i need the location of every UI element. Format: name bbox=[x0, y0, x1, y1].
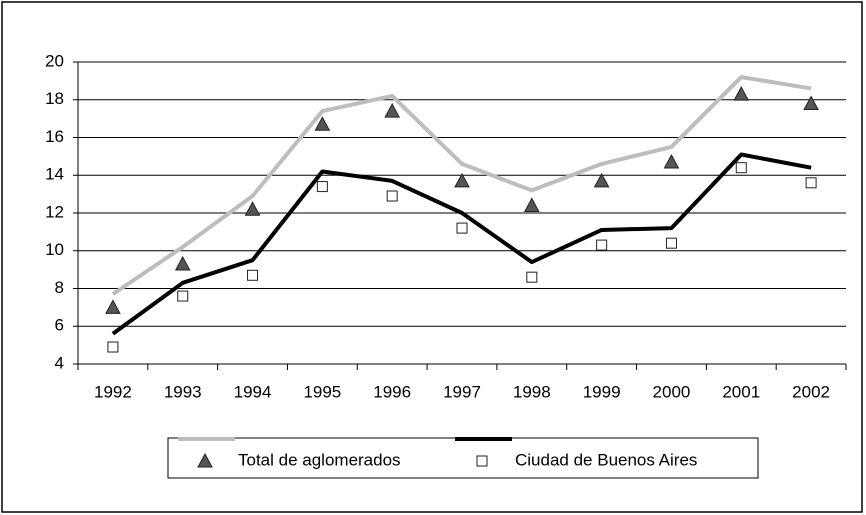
x-tick-label: 1992 bbox=[94, 382, 132, 401]
data-point bbox=[733, 86, 750, 101]
data-point bbox=[454, 172, 470, 188]
data-point bbox=[314, 116, 331, 131]
data-point bbox=[665, 237, 677, 249]
x-tick-label: 2001 bbox=[722, 382, 760, 401]
data-point bbox=[805, 177, 817, 189]
data-point bbox=[107, 341, 119, 353]
data-point bbox=[247, 269, 259, 281]
data-point bbox=[526, 271, 538, 283]
y-tick-label: 14 bbox=[45, 165, 64, 184]
y-tick-label: 4 bbox=[55, 353, 64, 372]
legend-box bbox=[167, 437, 759, 479]
legend-marker bbox=[476, 455, 488, 467]
legend-label: Total de aglomerados bbox=[238, 450, 401, 469]
data-point bbox=[105, 299, 121, 314]
data-point bbox=[316, 181, 328, 193]
data-point bbox=[177, 290, 189, 302]
y-tick-label: 20 bbox=[45, 51, 64, 70]
data-point bbox=[523, 197, 540, 212]
legend-label: Ciudad de Buenos Aires bbox=[515, 450, 697, 469]
data-point bbox=[593, 172, 610, 188]
x-tick-label: 1994 bbox=[234, 382, 272, 401]
x-tick-label: 1995 bbox=[303, 382, 341, 401]
x-tick-label: 1996 bbox=[373, 382, 411, 401]
data-point bbox=[596, 239, 608, 251]
series-line bbox=[111, 75, 812, 296]
x-tick-label: 2002 bbox=[792, 382, 830, 401]
x-tick-label: 1998 bbox=[513, 382, 551, 401]
data-point bbox=[456, 222, 468, 234]
y-tick-label: 6 bbox=[55, 316, 64, 335]
x-tick-label: 2000 bbox=[653, 382, 691, 401]
x-tick-label: 1997 bbox=[443, 382, 481, 401]
data-point bbox=[803, 95, 819, 111]
x-tick-label: 1993 bbox=[164, 382, 202, 401]
y-tick-label: 8 bbox=[55, 278, 64, 297]
y-tick-label: 18 bbox=[45, 89, 64, 108]
data-point bbox=[735, 162, 747, 174]
y-tick-label: 10 bbox=[45, 240, 64, 259]
legend-marker bbox=[197, 452, 213, 468]
data-point bbox=[663, 153, 680, 169]
y-tick-label: 12 bbox=[45, 202, 64, 221]
x-tick-label: 1999 bbox=[583, 382, 621, 401]
series-line bbox=[111, 152, 812, 336]
data-point bbox=[384, 103, 401, 118]
data-point bbox=[244, 201, 261, 216]
data-point bbox=[174, 255, 191, 271]
y-tick-label: 16 bbox=[45, 127, 64, 146]
data-point bbox=[386, 190, 398, 202]
